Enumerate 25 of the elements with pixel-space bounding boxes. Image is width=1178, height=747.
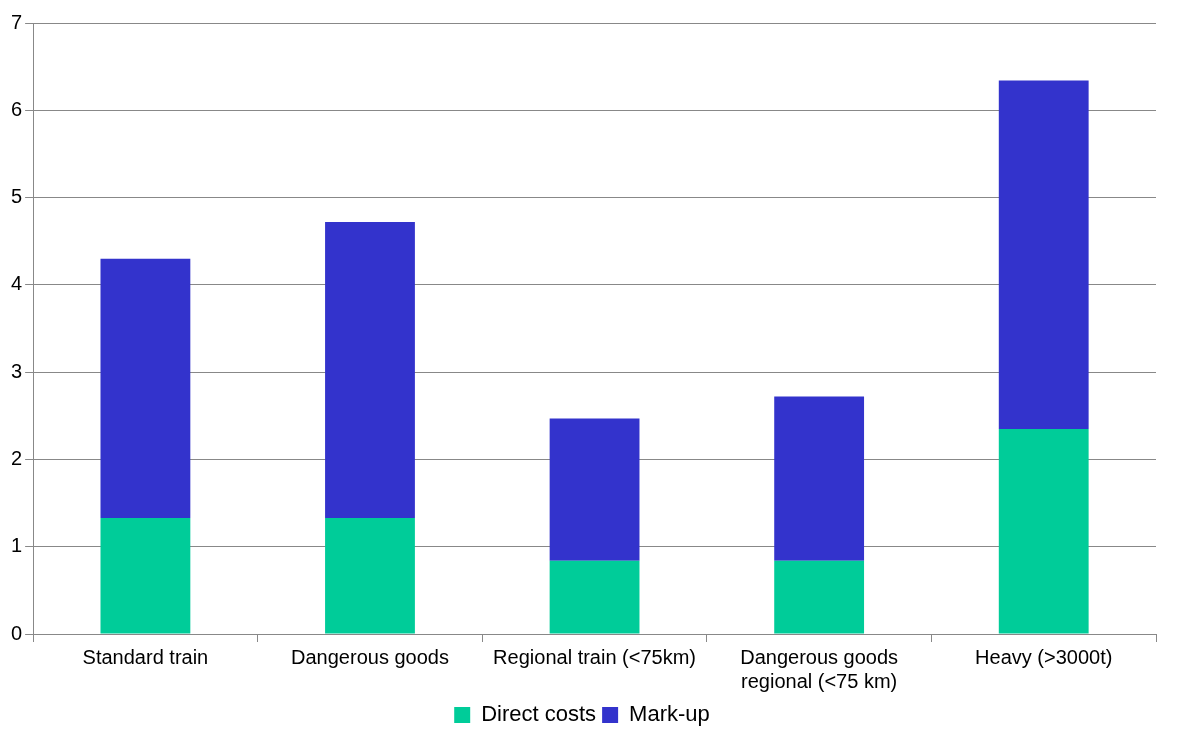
bar	[549, 560, 640, 634]
y-tick-label: 6	[11, 97, 23, 120]
y-tick-label: 7	[11, 10, 23, 33]
legend-label: Mark-up	[629, 701, 710, 727]
bar	[998, 428, 1089, 634]
x-tick-label: Regional train (<75km)	[493, 645, 696, 668]
bar	[100, 517, 191, 634]
y-tick-label: 1	[11, 534, 23, 557]
y-tick-label: 3	[11, 359, 23, 382]
legend-label: Direct costs	[481, 701, 597, 727]
bar	[774, 560, 865, 634]
y-tick-label: 0	[11, 621, 23, 644]
y-tick-label: 2	[11, 446, 23, 469]
x-tick-label: Heavy (>3000t)	[975, 645, 1113, 668]
bar	[100, 258, 191, 518]
x-tick-label: Dangerous goods	[291, 645, 449, 668]
bar	[325, 517, 415, 634]
y-tick-label: 5	[11, 185, 23, 208]
x-tick-label: Dangerous goods regional (<75 km)	[740, 645, 899, 692]
y-tick-label: 4	[11, 272, 23, 295]
bar	[998, 80, 1089, 429]
bar	[549, 418, 640, 561]
bar	[325, 222, 415, 518]
x-tick-label: Standard train	[82, 645, 209, 668]
bar	[774, 396, 865, 561]
